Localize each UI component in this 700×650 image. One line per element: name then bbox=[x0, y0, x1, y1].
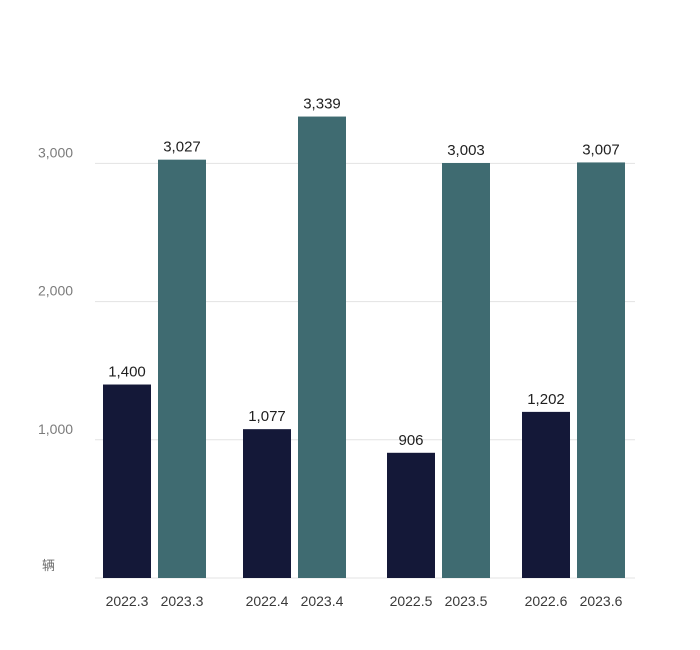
y-tick-label: 2,000 bbox=[38, 283, 73, 299]
x-tick-label: 2023.6 bbox=[580, 593, 623, 609]
bar-2022.3 bbox=[103, 384, 151, 578]
bar-2023.6 bbox=[577, 162, 625, 578]
x-tick-label: 2023.4 bbox=[301, 593, 344, 609]
x-tick-label: 2023.3 bbox=[161, 593, 204, 609]
x-tick-label: 2022.4 bbox=[246, 593, 289, 609]
data-label: 3,003 bbox=[447, 142, 485, 159]
bars bbox=[103, 116, 625, 579]
axis-labels: 1,000 2,000 3,000 辆 2022.3 2023.3 2022.4 2023.4… bbox=[38, 144, 623, 609]
x-tick-label: 2022.3 bbox=[106, 593, 149, 609]
data-label: 1,077 bbox=[248, 408, 286, 425]
y-tick-label: 3,000 bbox=[38, 144, 73, 160]
x-tick-label: 2022.6 bbox=[525, 593, 568, 609]
unit-label: 辆 bbox=[42, 558, 55, 573]
data-label: 1,400 bbox=[108, 364, 146, 381]
data-label: 3,007 bbox=[582, 141, 620, 158]
bar-2023.5 bbox=[442, 162, 490, 578]
x-tick-label: 2022.5 bbox=[390, 593, 433, 609]
bar-2022.4 bbox=[243, 429, 291, 578]
data-labels: 1,400 3,027 1,077 3,339 906 3,003 1,202 3,007 bbox=[108, 96, 620, 449]
bar-2022.5 bbox=[387, 452, 435, 578]
bar-2022.6 bbox=[522, 411, 570, 578]
data-label: 3,027 bbox=[163, 139, 201, 156]
bar-2023.3 bbox=[158, 159, 206, 579]
bar-2023.4 bbox=[298, 116, 346, 578]
y-tick-label: 1,000 bbox=[38, 421, 73, 437]
data-label: 1,202 bbox=[527, 391, 565, 408]
x-tick-label: 2023.5 bbox=[445, 593, 488, 609]
data-label: 906 bbox=[398, 432, 423, 449]
data-label: 3,339 bbox=[303, 96, 341, 113]
